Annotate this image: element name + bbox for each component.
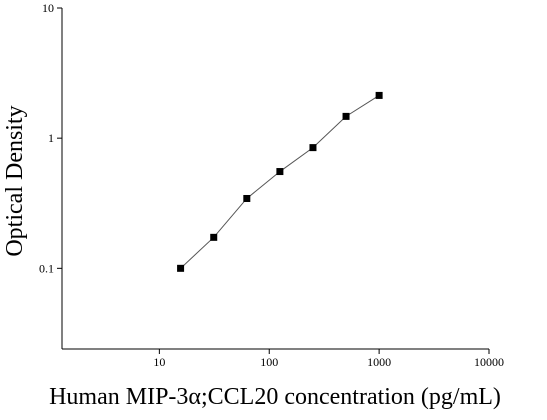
data-point: [342, 112, 350, 120]
x-tick-label: 10000: [474, 355, 504, 369]
y-tick-label: 1: [48, 131, 54, 145]
x-axis-label: Human MIP-3α;CCL20 concentration (pg/mL): [49, 384, 501, 410]
y-axis-label: Optical Density: [2, 105, 28, 256]
data-point: [309, 144, 317, 152]
y-tick-label: 0.1: [39, 261, 54, 275]
x-tick-label: 10: [153, 355, 165, 369]
x-tick-label: 1000: [367, 355, 391, 369]
x-tick-label: 100: [260, 355, 278, 369]
data-point: [243, 194, 251, 202]
data-point: [210, 233, 218, 241]
data-point: [375, 91, 383, 99]
data-point: [177, 264, 185, 272]
y-tick-label: 10: [42, 1, 54, 15]
fit-line: [180, 94, 380, 269]
data-point: [276, 168, 284, 176]
